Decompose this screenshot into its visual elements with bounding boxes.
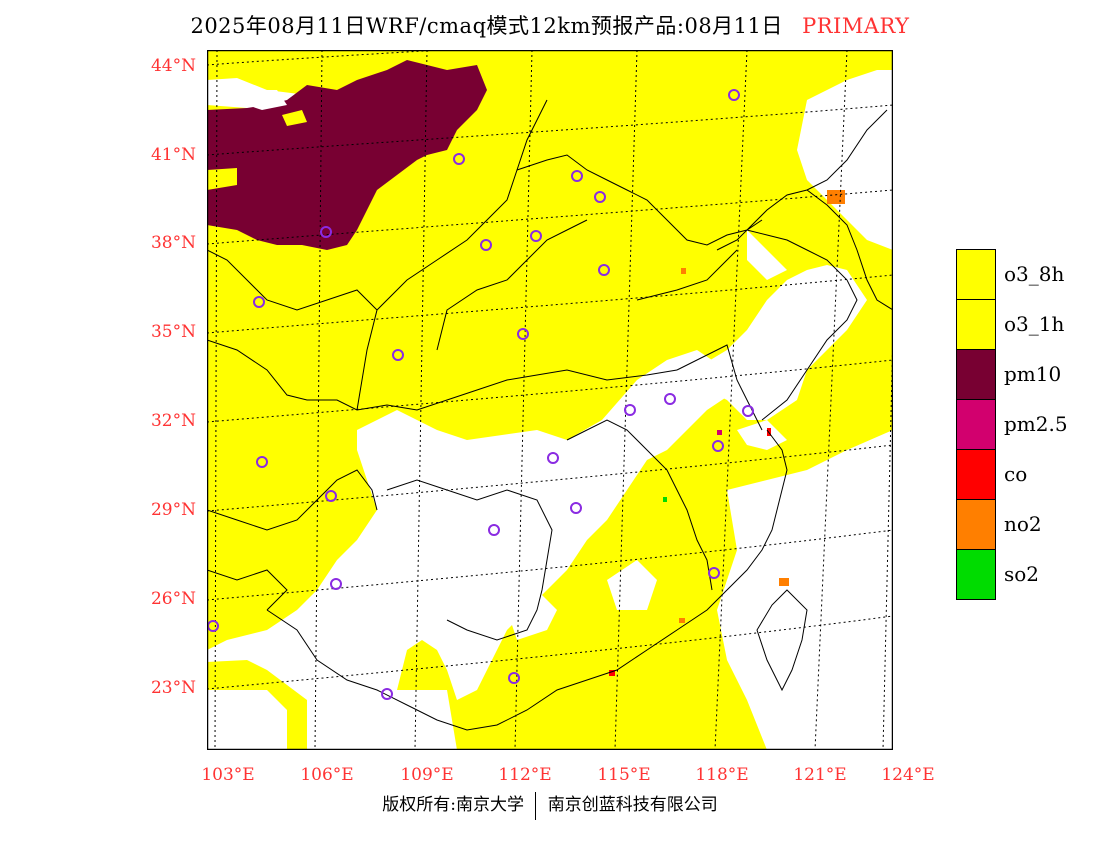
station-markers: [207, 89, 754, 700]
lat-label-38: 38°N: [150, 233, 196, 253]
map-title: 2025年08月11日WRF/cmaq模式12km预报产品:08月11日 PRI…: [0, 10, 1100, 40]
copyright-owner: 版权所有:南京大学: [382, 795, 524, 815]
lat-label-32: 32°N: [150, 411, 196, 431]
legend-item-o3-8h: o3_8h: [956, 248, 1068, 300]
copyright-footer: 版权所有:南京大学 南京创蓝科技有限公司: [0, 790, 1100, 820]
no2-spot-bohai: [827, 190, 845, 204]
boundaries: [206, 99, 894, 731]
lon-label-112: 112°E: [498, 765, 552, 785]
legend-label: co: [1004, 462, 1028, 486]
lon-label-109: 109°E: [400, 765, 454, 785]
lat-label-35: 35°N: [150, 322, 196, 342]
o3-inset-patch: [207, 168, 237, 190]
pm25-spot: [717, 430, 722, 435]
lat-label-23: 23°N: [150, 678, 196, 698]
lat-label-44: 44°N: [150, 56, 196, 76]
o3-small-patch: [282, 110, 307, 126]
copyright-company: 南京创蓝科技有限公司: [547, 795, 718, 815]
legend-swatch: [956, 348, 996, 400]
footer-divider: [535, 791, 537, 820]
legend-label: o3_1h: [1004, 312, 1065, 336]
legend-label: o3_8h: [1004, 262, 1065, 286]
legend-swatch: [956, 398, 996, 450]
white-spot-north: [247, 90, 287, 110]
legend-swatch: [956, 298, 996, 350]
lon-label-121: 121°E: [793, 765, 847, 785]
lon-label-118: 118°E: [695, 765, 749, 785]
lat-label-29: 29°N: [150, 500, 196, 520]
lon-label-103: 103°E: [201, 765, 255, 785]
so2-spot: [663, 497, 667, 502]
title-text: 2025年08月11日WRF/cmaq模式12km预报产品:08月11日: [190, 14, 783, 38]
legend-swatch: [956, 548, 996, 600]
legend-label: no2: [1004, 512, 1042, 536]
legend-swatch: [956, 248, 996, 300]
lon-label-124: 124°E: [881, 765, 935, 785]
legend: o3_8h o3_1h pm10 pm2.5 co no2 so2: [956, 248, 1068, 600]
legend-swatch: [956, 448, 996, 500]
map-svg: [206, 19, 894, 751]
legend-swatch: [956, 498, 996, 550]
lat-label-41: 41°N: [150, 145, 196, 165]
legend-item-pm25: pm2.5: [956, 398, 1068, 450]
legend-item-o3-1h: o3_1h: [956, 298, 1068, 350]
lat-label-26: 26°N: [150, 589, 196, 609]
pm10-area: [207, 60, 487, 250]
lon-label-106: 106°E: [300, 765, 354, 785]
no2-spot-shandong: [681, 268, 686, 274]
legend-item-co: co: [956, 448, 1068, 500]
no2-spot-taiwan-strait: [779, 578, 789, 586]
legend-item-so2: so2: [956, 548, 1068, 600]
title-tag: PRIMARY: [802, 14, 910, 38]
legend-label: pm10: [1004, 362, 1062, 386]
map-border: [206, 49, 894, 751]
legend-label: so2: [1004, 562, 1040, 586]
legend-label: pm2.5: [1004, 412, 1068, 436]
legend-item-no2: no2: [956, 498, 1068, 550]
pollution-map: [206, 19, 894, 751]
lon-label-115: 115°E: [597, 765, 651, 785]
no2-spot-fujian: [679, 618, 685, 623]
co-spot-guangdong: [609, 670, 615, 676]
legend-item-pm10: pm10: [956, 348, 1068, 400]
